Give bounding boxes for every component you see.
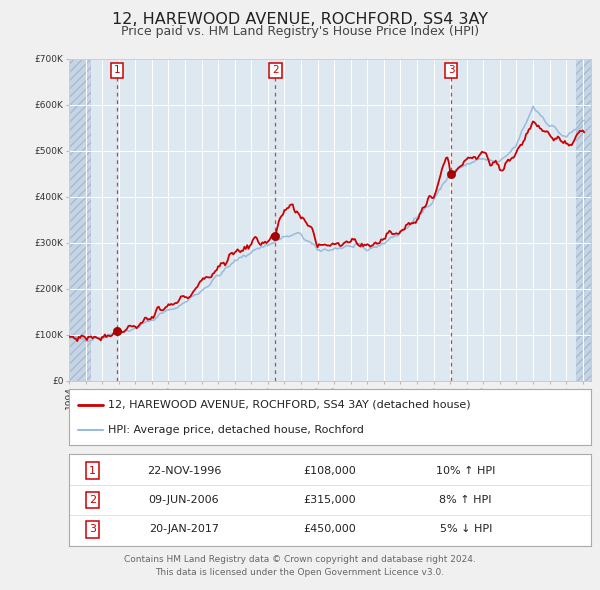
Text: 8% ↑ HPI: 8% ↑ HPI	[439, 495, 492, 505]
Text: 10% ↑ HPI: 10% ↑ HPI	[436, 466, 496, 476]
Text: £450,000: £450,000	[304, 525, 356, 535]
Text: 2: 2	[272, 65, 278, 76]
Text: This data is licensed under the Open Government Licence v3.0.: This data is licensed under the Open Gov…	[155, 568, 445, 577]
Text: £108,000: £108,000	[304, 466, 356, 476]
Text: Price paid vs. HM Land Registry's House Price Index (HPI): Price paid vs. HM Land Registry's House …	[121, 25, 479, 38]
Bar	[576, 59, 591, 381]
Text: 09-JUN-2006: 09-JUN-2006	[149, 495, 219, 505]
Text: 20-JAN-2017: 20-JAN-2017	[149, 525, 219, 535]
Text: 5% ↓ HPI: 5% ↓ HPI	[440, 525, 492, 535]
Text: Contains HM Land Registry data © Crown copyright and database right 2024.: Contains HM Land Registry data © Crown c…	[124, 555, 476, 563]
Text: 12, HAREWOOD AVENUE, ROCHFORD, SS4 3AY (detached house): 12, HAREWOOD AVENUE, ROCHFORD, SS4 3AY (…	[108, 399, 471, 409]
Bar	[69, 59, 91, 381]
Text: 12, HAREWOOD AVENUE, ROCHFORD, SS4 3AY: 12, HAREWOOD AVENUE, ROCHFORD, SS4 3AY	[112, 12, 488, 27]
Text: 2: 2	[89, 495, 96, 505]
Text: 3: 3	[89, 525, 96, 535]
Text: £315,000: £315,000	[304, 495, 356, 505]
Text: 3: 3	[448, 65, 454, 76]
Text: 22-NOV-1996: 22-NOV-1996	[146, 466, 221, 476]
Text: 1: 1	[114, 65, 121, 76]
Text: HPI: Average price, detached house, Rochford: HPI: Average price, detached house, Roch…	[108, 425, 364, 435]
Text: 1: 1	[89, 466, 96, 476]
